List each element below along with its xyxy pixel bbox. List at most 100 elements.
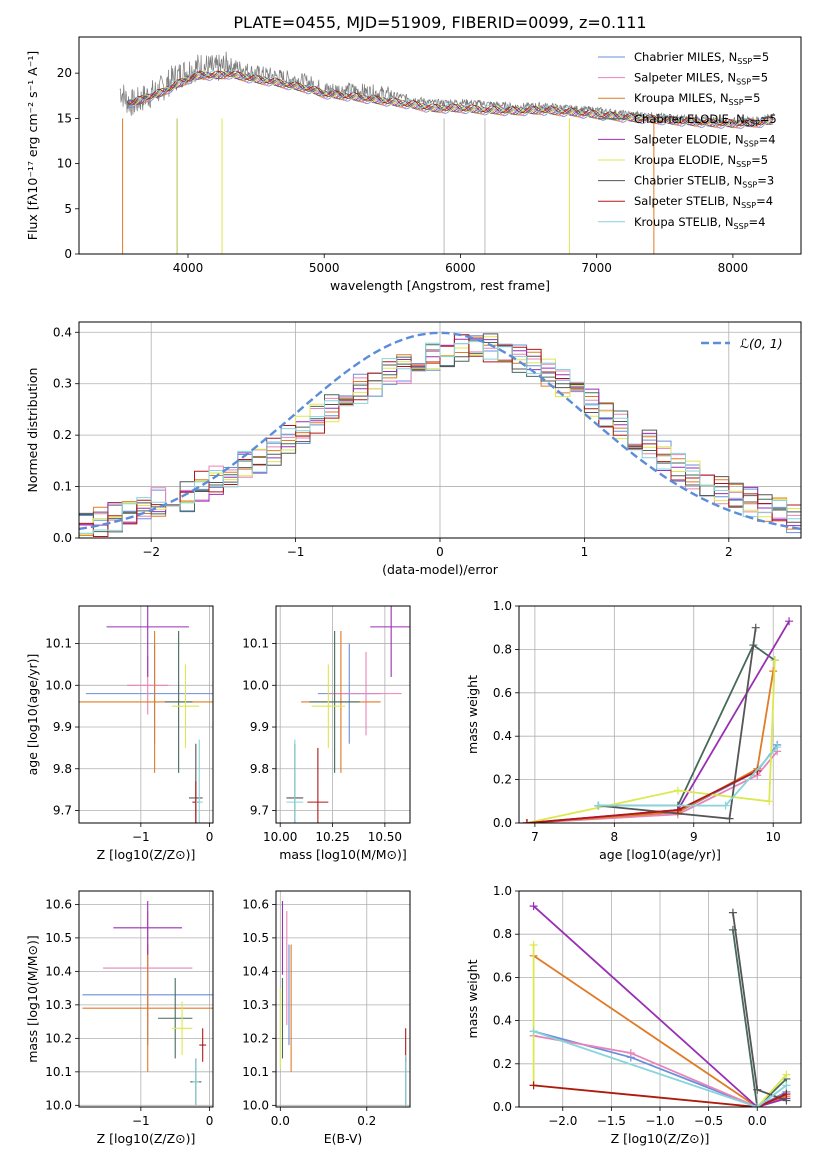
x-tick-label: −1.5: [597, 1114, 626, 1128]
normal-curve: [79, 331, 801, 531]
y-axis-label: mass weight: [465, 959, 480, 1038]
y-axis-label: Flux [fλ10⁻¹⁷ erg cm⁻² s⁻¹ A⁻¹]: [25, 51, 40, 240]
plus-marker: [765, 797, 774, 806]
y-tick-label: 10.1: [45, 637, 72, 651]
plus-marker: [753, 1103, 762, 1107]
errorbars: [79, 606, 213, 823]
x-tick-label: 8: [611, 830, 619, 844]
x-tick-label: 0.2: [357, 1114, 376, 1128]
weight-vs-age-panel: 7 8 9 10 0.0 0.2 0.4 0.6 0.8 1.0 age [log10(age/yr…: [465, 599, 802, 862]
legend-label: Kroupa MILES, NSSP=5: [634, 91, 760, 107]
legend-label: Chabrier STELIB, NSSP=3: [634, 174, 774, 190]
x-tick-label: 10.25: [315, 830, 349, 844]
x-tick-label: 0.0: [271, 1114, 290, 1128]
y-tick-label: 9.8: [53, 762, 72, 776]
weight-lines: [522, 617, 794, 823]
y-tick-label: 10.5: [45, 931, 72, 945]
spectrum-panel: 4000 5000 6000 7000 8000 0 5 10 15 20 wavelength […: [25, 36, 802, 293]
y-tick-label: 10.4: [45, 964, 72, 978]
y-tick-label: 10.5: [242, 931, 269, 945]
x-tick-label: 2: [725, 545, 733, 559]
y-tick-label: 10.1: [45, 1065, 72, 1079]
model-spectrum: [126, 70, 773, 127]
y-tick-label: 0.2: [493, 1057, 512, 1071]
y-tick-label: 9.7: [250, 803, 269, 817]
x-axis-label: Z [log10(Z/Z⊙)]: [97, 1131, 196, 1146]
y-tick-label: 0.8: [493, 927, 512, 941]
age-vs-mass-panel: 10.00 10.25 10.50 9.7 9.8 9.9 10.0 10.1 mass [lo…: [242, 605, 411, 862]
y-tick-label: 10.4: [242, 964, 269, 978]
y-tick-label: 0.6: [493, 970, 512, 984]
y-tick-label: 0.4: [493, 729, 512, 743]
plus-marker: [721, 801, 730, 810]
hist-steps: [79, 331, 801, 537]
y-tick-label: 0: [64, 247, 72, 261]
errorbars: [82, 901, 213, 1106]
plus-marker: [751, 623, 760, 632]
y-tick-label: 10.0: [242, 678, 269, 692]
plus-marker: [770, 656, 779, 665]
plus-marker: [529, 902, 538, 911]
figure-title: PLATE=0455, MJD=51909, FIBERID=0099, z=0…: [233, 13, 646, 32]
x-tick-label: 9: [690, 830, 698, 844]
y-tick-label: 9.9: [250, 720, 269, 734]
mass-vs-Z-panel: −1 0 10.0 10.1 10.2 10.3 10.4 10.5 10.6 Z [log10(…: [25, 890, 214, 1146]
plus-marker: [529, 1081, 538, 1090]
x-tick-label: 0.0: [748, 1114, 767, 1128]
y-axis-label: mass [log10(M/M⊙)]: [25, 935, 40, 1063]
histogram-series: [79, 341, 801, 534]
y-tick-label: 0.2: [493, 773, 512, 787]
weight-vs-Z-panel: −2.0 −1.5 −1.0 −0.5 0.0 0.0 0.2 0.4 0.6 0.8 1.0 Z […: [465, 884, 802, 1146]
plus-marker: [522, 819, 531, 823]
x-tick-label: −1: [132, 830, 150, 844]
axes-frame: [518, 605, 802, 824]
axes-frame: [78, 605, 214, 824]
x-tick-label: 10: [766, 830, 781, 844]
x-tick-label: 0: [206, 1114, 214, 1128]
spectrum-lines: [119, 51, 775, 254]
plus-marker: [782, 1081, 791, 1090]
y-tick-label: 10.6: [242, 897, 269, 911]
legend: Chabrier MILES, NSSP=5 Salpeter MILES, NS…: [598, 50, 777, 231]
weight-series: [526, 660, 776, 823]
x-tick-label: −1.0: [645, 1114, 674, 1128]
y-tick-label: 0.8: [493, 642, 512, 656]
plus-marker: [782, 1070, 791, 1079]
weight-series: [598, 643, 776, 807]
axes-frame: [518, 890, 802, 1108]
axes-frame: [78, 36, 802, 255]
x-axis-label: wavelength [Angstrom, rest frame]: [330, 278, 550, 293]
y-tick-label: 10.0: [45, 678, 72, 692]
y-tick-label: 0.4: [493, 1014, 512, 1028]
x-tick-label: 5000: [309, 261, 340, 275]
y-tick-label: 0.2: [53, 428, 72, 442]
x-tick-label: −0.5: [694, 1114, 723, 1128]
x-tick-label: 0: [436, 545, 444, 559]
errorbars: [286, 606, 410, 823]
y-tick-label: 5: [64, 202, 72, 216]
y-tick-label: 10.0: [242, 1098, 269, 1112]
y-axis-label: age [log10(age/yr)]: [25, 654, 40, 776]
y-axis-label: mass weight: [465, 675, 480, 754]
legend-label: Salpeter STELIB, NSSP=4: [634, 194, 773, 210]
plus-marker: [529, 1027, 538, 1036]
y-tick-label: 0.0: [53, 531, 72, 545]
y-axis-label: Normed distribution: [25, 368, 40, 493]
weight-series: [598, 746, 778, 807]
y-tick-label: 15: [57, 111, 72, 125]
y-tick-label: 0.3: [53, 377, 72, 391]
y-tick-label: 1.0: [493, 599, 512, 613]
x-axis-label: age [log10(age/yr)]: [599, 847, 721, 862]
weight-series: [732, 912, 787, 1102]
plus-marker: [773, 743, 782, 752]
weight-lines: [529, 902, 791, 1107]
x-axis-label: Z [log10(Z/Z⊙)]: [97, 847, 196, 862]
errorbars: [279, 901, 407, 1107]
model-spectrum: [129, 70, 774, 128]
x-tick-label: 0: [206, 830, 214, 844]
y-tick-label: 0.1: [53, 480, 72, 494]
model-spectrum: [131, 71, 773, 129]
y-tick-label: 10.6: [45, 897, 72, 911]
x-tick-label: 7: [531, 830, 539, 844]
x-tick-label: −2: [142, 545, 160, 559]
